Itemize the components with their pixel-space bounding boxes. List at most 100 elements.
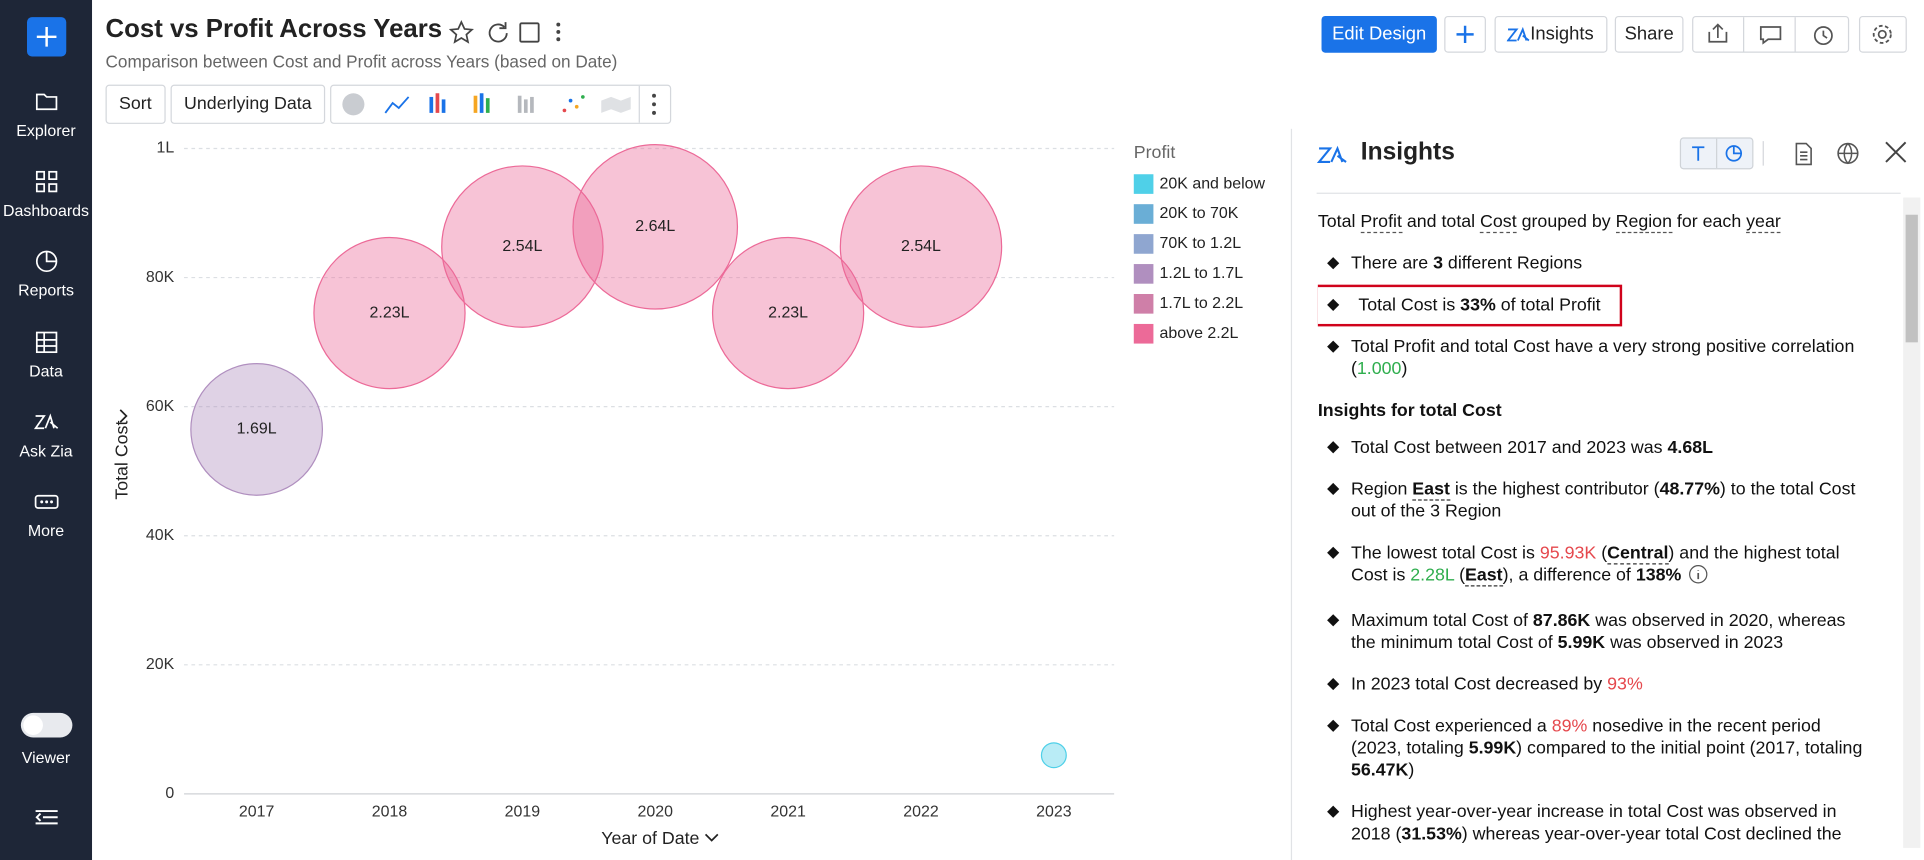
icon: [35, 331, 58, 353]
document-icon[interactable]: [1795, 142, 1812, 166]
favorite-icon[interactable]: [449, 20, 474, 44]
close-icon[interactable]: [1885, 141, 1907, 163]
edit-design-button[interactable]: Edit Design: [1321, 15, 1437, 53]
text: Maximum total Cost of: [1350, 611, 1533, 631]
text-underline: Cost: [1480, 212, 1517, 234]
nav-label[interactable]: Data: [29, 361, 63, 380]
text-bold: 87.86K: [1532, 611, 1591, 631]
text-underline: year: [1746, 212, 1781, 234]
nav-icon: [33, 408, 60, 435]
bubble: [1040, 742, 1067, 769]
bubble-label: 2.54L: [901, 238, 941, 255]
title-icons: [449, 20, 561, 44]
text: There are: [1350, 253, 1434, 274]
zia-icon: [1506, 26, 1530, 42]
map-type[interactable]: [601, 96, 631, 113]
nav-label[interactable]: Dashboards: [2, 201, 90, 220]
nav-icon: [33, 88, 60, 115]
bubble: [839, 165, 1003, 328]
text: of total Profit: [1495, 295, 1601, 316]
nav-icon: [33, 248, 60, 275]
bubble-label: 2.23L: [370, 304, 410, 321]
pie-type[interactable]: [342, 93, 365, 116]
legend-swatch: [1133, 293, 1154, 314]
x-tick-label: 2022: [903, 804, 939, 821]
add-button[interactable]: [1444, 15, 1486, 53]
add-button[interactable]: [26, 17, 67, 57]
panel-actions: [1762, 141, 1907, 166]
save-icon[interactable]: [519, 22, 540, 43]
comment-icon[interactable]: [1759, 26, 1782, 45]
text-bold: 31.53%: [1401, 824, 1462, 845]
chart-type-bar: [330, 84, 672, 124]
nav-icon: [33, 168, 60, 195]
settings-button[interactable]: [1858, 15, 1907, 53]
text: Total Cost is: [1358, 295, 1461, 316]
text: Insights for total Cost: [1317, 401, 1502, 421]
bubble: [441, 165, 604, 328]
x-tick-label: 2017: [239, 804, 275, 821]
y-axis-title[interactable]: Total Cost: [111, 421, 131, 500]
chart: Year of Date Total Cost 0 20K 40K 60K 80K 1L 2…: [111, 140, 1265, 848]
x-axis-chevron: [704, 833, 719, 842]
text: Highest year-over-year increase in total…: [1350, 802, 1837, 845]
x-tick-label: 2018: [372, 804, 408, 821]
sort-button[interactable]: Sort: [105, 84, 166, 124]
y-tick-label: 80K: [146, 269, 175, 286]
underlying-data-button[interactable]: Underlying Data: [170, 84, 326, 124]
zia-logo: [1316, 145, 1347, 164]
text: is the highest contributor (: [1449, 479, 1660, 500]
view-switch[interactable]: [1679, 137, 1754, 170]
icon: [35, 251, 58, 273]
alarm-icon[interactable]: [1813, 26, 1833, 46]
nav-label[interactable]: Reports: [18, 281, 74, 300]
insight-bullet: Total Cost is 33% of total Profit: [1317, 284, 1870, 327]
column-type[interactable]: [517, 95, 534, 113]
bubble-label: 2.23L: [768, 304, 808, 321]
text-bold: 33%: [1460, 295, 1496, 316]
nav-label[interactable]: More: [27, 521, 65, 540]
insight-bullet: Total Profit and total Cost have a very …: [1318, 336, 1870, 380]
insight-intro: Total Profit and total Cost grouped by R…: [1318, 211, 1870, 234]
x-axis-title[interactable]: Year of Date: [601, 828, 699, 848]
viewer-label: Viewer: [21, 748, 71, 767]
text-bold: 48.77%: [1659, 479, 1720, 500]
highlight-box: Total Cost is 33% of total Profit: [1317, 284, 1623, 327]
text-green: 2.28L: [1410, 565, 1455, 586]
text: Total Profit and total Cost have a very …: [1350, 337, 1855, 380]
scatter-type[interactable]: [562, 95, 585, 113]
text: ) compared to the initial point (2017, t…: [1516, 738, 1863, 759]
gear-icon: [1872, 24, 1892, 44]
text: ): [1401, 359, 1408, 380]
legend-label: 1.2L to 1.7L: [1160, 265, 1244, 282]
y-tick-label: 0: [165, 785, 174, 802]
bar-type[interactable]: [429, 93, 446, 113]
line-type[interactable]: [384, 96, 410, 114]
refresh-icon[interactable]: [488, 22, 508, 43]
insight-bullet: Maximum total Cost of 87.86K was observe…: [1318, 610, 1870, 654]
text: Total Cost between 2017 and 2023 was: [1350, 438, 1668, 458]
legend-swatch: [1133, 174, 1154, 194]
insights-title: Insights: [1360, 138, 1455, 166]
stacked-type[interactable]: [473, 93, 490, 113]
insights-content: Total Profit and total Cost grouped by R…: [1317, 211, 1870, 860]
icon-group: [1692, 15, 1850, 53]
icon: [35, 171, 58, 193]
nav-label[interactable]: Ask Zia: [19, 441, 73, 460]
text: ), a difference of: [1502, 565, 1636, 586]
share-button[interactable]: Share: [1614, 15, 1684, 53]
text: ) and the highest total Cost is: [1350, 543, 1840, 586]
collapse-icon[interactable]: [34, 807, 59, 827]
export-icon[interactable]: [1708, 23, 1728, 43]
scrollbar[interactable]: [1903, 197, 1921, 848]
legend-label: 20K to 70K: [1160, 205, 1239, 222]
divider: [1316, 192, 1901, 194]
text-bold: 5.99K: [1468, 738, 1517, 759]
bubble: [190, 363, 324, 496]
text: Total Cost experienced a: [1350, 716, 1552, 737]
viewer-toggle[interactable]: [20, 712, 73, 738]
scroll-thumb[interactable]: [1905, 214, 1918, 343]
insight-bullet: Region East is the highest contributor (…: [1318, 479, 1870, 523]
nav-label[interactable]: Explorer: [16, 121, 76, 140]
